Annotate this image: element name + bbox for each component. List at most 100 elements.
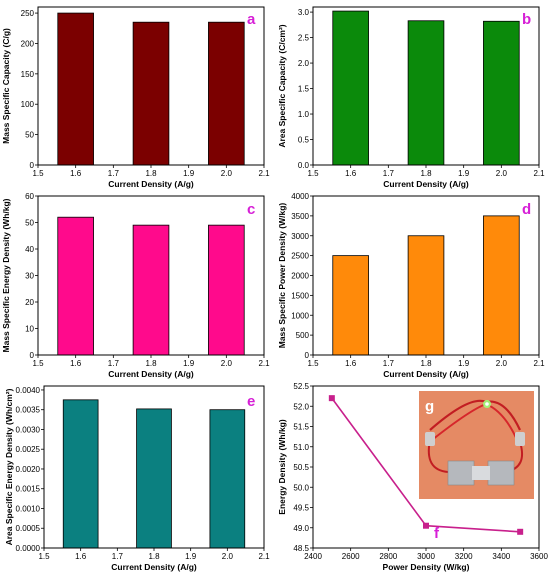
y-tick-label: 3.0 xyxy=(298,8,310,17)
y-tick-label: 1.5 xyxy=(298,85,310,94)
y-tick-label: 2.0 xyxy=(298,59,310,68)
y-tick-label: 48.5 xyxy=(293,544,309,553)
x-axis-label: Current Density (A/g) xyxy=(108,369,194,379)
x-tick-label: 1.8 xyxy=(420,359,432,368)
y-tick-label: 0.0005 xyxy=(16,524,41,533)
y-tick-label: 51.5 xyxy=(293,423,309,432)
inset-photo: g xyxy=(419,391,534,499)
y-tick-label: 49.5 xyxy=(293,504,309,513)
x-tick-label: 1.9 xyxy=(458,169,470,178)
bar xyxy=(407,20,445,166)
electrode xyxy=(447,460,475,486)
x-axis-label: Current Density (A/g) xyxy=(111,562,197,572)
x-tick-label: 3000 xyxy=(417,552,435,561)
y-tick-label: 1.0 xyxy=(298,110,310,119)
x-tick-label: 1.7 xyxy=(108,359,120,368)
y-tick-label: 0.0040 xyxy=(16,386,41,395)
panel-label: e xyxy=(247,393,255,410)
panel-label: a xyxy=(247,11,256,28)
y-tick-label: 0.0015 xyxy=(16,485,41,494)
y-tick-label: 50.0 xyxy=(293,483,309,492)
y-tick-label: 52.5 xyxy=(293,382,309,391)
bar xyxy=(483,20,520,166)
y-tick-label: 40 xyxy=(25,245,34,254)
panel-e: 1.5 1.6 1.7 1.8 1.9 2.0 2.1 0.0000 0.0005 0.0010 0… xyxy=(4,385,270,572)
x-tick-label: 1.6 xyxy=(75,552,87,561)
x-tick-label: 2.1 xyxy=(258,552,270,561)
x-tick-label: 1.5 xyxy=(307,169,319,178)
bar xyxy=(483,215,520,356)
x-tick-label: 1.8 xyxy=(148,552,160,561)
bar xyxy=(62,399,99,549)
x-tick-label: 1.8 xyxy=(420,169,432,178)
x-tick-label: 1.9 xyxy=(183,169,195,178)
panel-label: b xyxy=(522,11,531,28)
x-tick-label: 2.0 xyxy=(222,552,234,561)
y-tick-label: 50.5 xyxy=(293,463,309,472)
y-tick-label: 0.0020 xyxy=(16,465,41,474)
bar xyxy=(132,224,170,356)
y-tick-label: 3500 xyxy=(291,212,309,221)
panel-c: 1.5 1.6 1.7 1.8 1.9 2.0 2.1 0 10 20 30 40 50 60 Curren… xyxy=(1,192,270,379)
y-tick-label: 0.0030 xyxy=(16,425,41,434)
x-tick-label: 1.7 xyxy=(383,359,395,368)
x-tick-label: 2.0 xyxy=(221,359,233,368)
separator xyxy=(472,466,490,480)
x-tick-label: 2.1 xyxy=(258,359,270,368)
x-tick-label: 1.8 xyxy=(145,359,157,368)
y-tick-label: 100 xyxy=(21,100,35,109)
bar xyxy=(332,255,369,356)
y-tick-label: 0.0000 xyxy=(16,544,41,553)
electrode xyxy=(487,460,515,486)
x-tick-label: 2.1 xyxy=(533,169,545,178)
x-tick-label: 1.6 xyxy=(70,169,82,178)
y-tick-label: 0.0 xyxy=(298,161,310,170)
y-tick-label: 20 xyxy=(25,298,34,307)
y-tick-label: 2.5 xyxy=(298,34,310,43)
y-tick-label: 150 xyxy=(21,70,35,79)
x-tick-label: 1.7 xyxy=(383,169,395,178)
bar xyxy=(209,409,246,549)
y-axis-label: Area Specific Energy Density (Wh/cm²) xyxy=(4,388,14,545)
bar xyxy=(57,216,94,356)
x-tick-label: 2.0 xyxy=(221,169,233,178)
y-tick-label: 200 xyxy=(21,39,35,48)
x-tick-label: 1.5 xyxy=(32,359,44,368)
y-tick-label: 50 xyxy=(25,219,34,228)
y-axis-label: Mass Specific Capacity (C/g) xyxy=(1,28,11,144)
panel-label: g xyxy=(425,398,434,415)
x-tick-label: 3200 xyxy=(455,552,473,561)
bar xyxy=(208,224,245,356)
y-tick-label: 3000 xyxy=(291,232,309,241)
y-tick-label: 52.0 xyxy=(293,402,309,411)
bar xyxy=(132,21,170,166)
y-tick-label: 500 xyxy=(296,331,310,340)
x-tick-label: 1.9 xyxy=(185,552,197,561)
y-tick-label: 0 xyxy=(305,351,310,360)
panel-d: 1.5 1.6 1.7 1.8 1.9 2.0 2.1 0 500 1000 1500 2000 250… xyxy=(277,192,545,379)
y-tick-label: 0.0010 xyxy=(16,504,41,513)
bar xyxy=(208,21,245,166)
x-tick-label: 1.5 xyxy=(32,169,44,178)
y-tick-label: 0 xyxy=(30,351,35,360)
y-tick-label: 0.0025 xyxy=(16,445,41,454)
y-tick-label: 30 xyxy=(25,272,34,281)
clip xyxy=(425,432,435,446)
data-point xyxy=(328,395,335,402)
y-axis-label: Mass Specific Energy Density (Wh/kg) xyxy=(1,198,11,352)
x-tick-label: 1.7 xyxy=(108,169,120,178)
y-tick-label: 0.0035 xyxy=(16,406,41,415)
y-tick-label: 49.0 xyxy=(293,524,309,533)
x-tick-label: 1.8 xyxy=(145,169,157,178)
x-axis-label: Current Density (A/g) xyxy=(383,369,469,379)
y-tick-label: 250 xyxy=(21,9,35,18)
panel-a: 1.5 1.6 1.7 1.8 1.9 2.0 2.1 0 50 100 150 200 250 Curr… xyxy=(1,6,270,189)
y-tick-label: 51.0 xyxy=(293,443,309,452)
y-axis-label: Area Specific Capacity (C/cm²) xyxy=(277,24,287,147)
bar xyxy=(332,10,369,166)
x-tick-label: 2.1 xyxy=(258,169,270,178)
y-axis-label: Energy Density (Wh/kg) xyxy=(277,419,287,515)
y-tick-label: 10 xyxy=(25,325,34,334)
x-tick-label: 1.5 xyxy=(307,359,319,368)
